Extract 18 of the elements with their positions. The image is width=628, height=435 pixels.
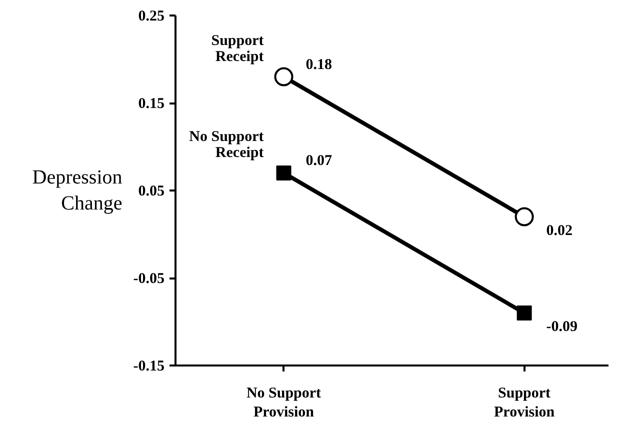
x-tick-label: Support Provision bbox=[494, 386, 556, 421]
y-tick-label: 0.25 bbox=[138, 8, 164, 24]
data-label: 0.02 bbox=[546, 222, 573, 239]
y-tick-label: -0.05 bbox=[133, 271, 165, 287]
series-label: Support Receipt bbox=[211, 32, 264, 65]
point bbox=[276, 166, 292, 180]
point bbox=[514, 207, 534, 226]
y-tick-label: 0.05 bbox=[138, 184, 164, 200]
y-tick-label: 0.15 bbox=[138, 96, 164, 112]
x-tick-label: No Support Provision bbox=[246, 386, 322, 421]
data-label: 0.07 bbox=[306, 153, 332, 169]
series-label: No Support Receipt bbox=[189, 129, 264, 161]
y-axis-title: Depression Change bbox=[32, 166, 122, 215]
data-label: -0.09 bbox=[546, 319, 578, 335]
point bbox=[274, 67, 294, 86]
data-label: 0.18 bbox=[306, 56, 332, 73]
y-tick-label: -0.15 bbox=[133, 358, 165, 374]
point bbox=[516, 306, 532, 320]
